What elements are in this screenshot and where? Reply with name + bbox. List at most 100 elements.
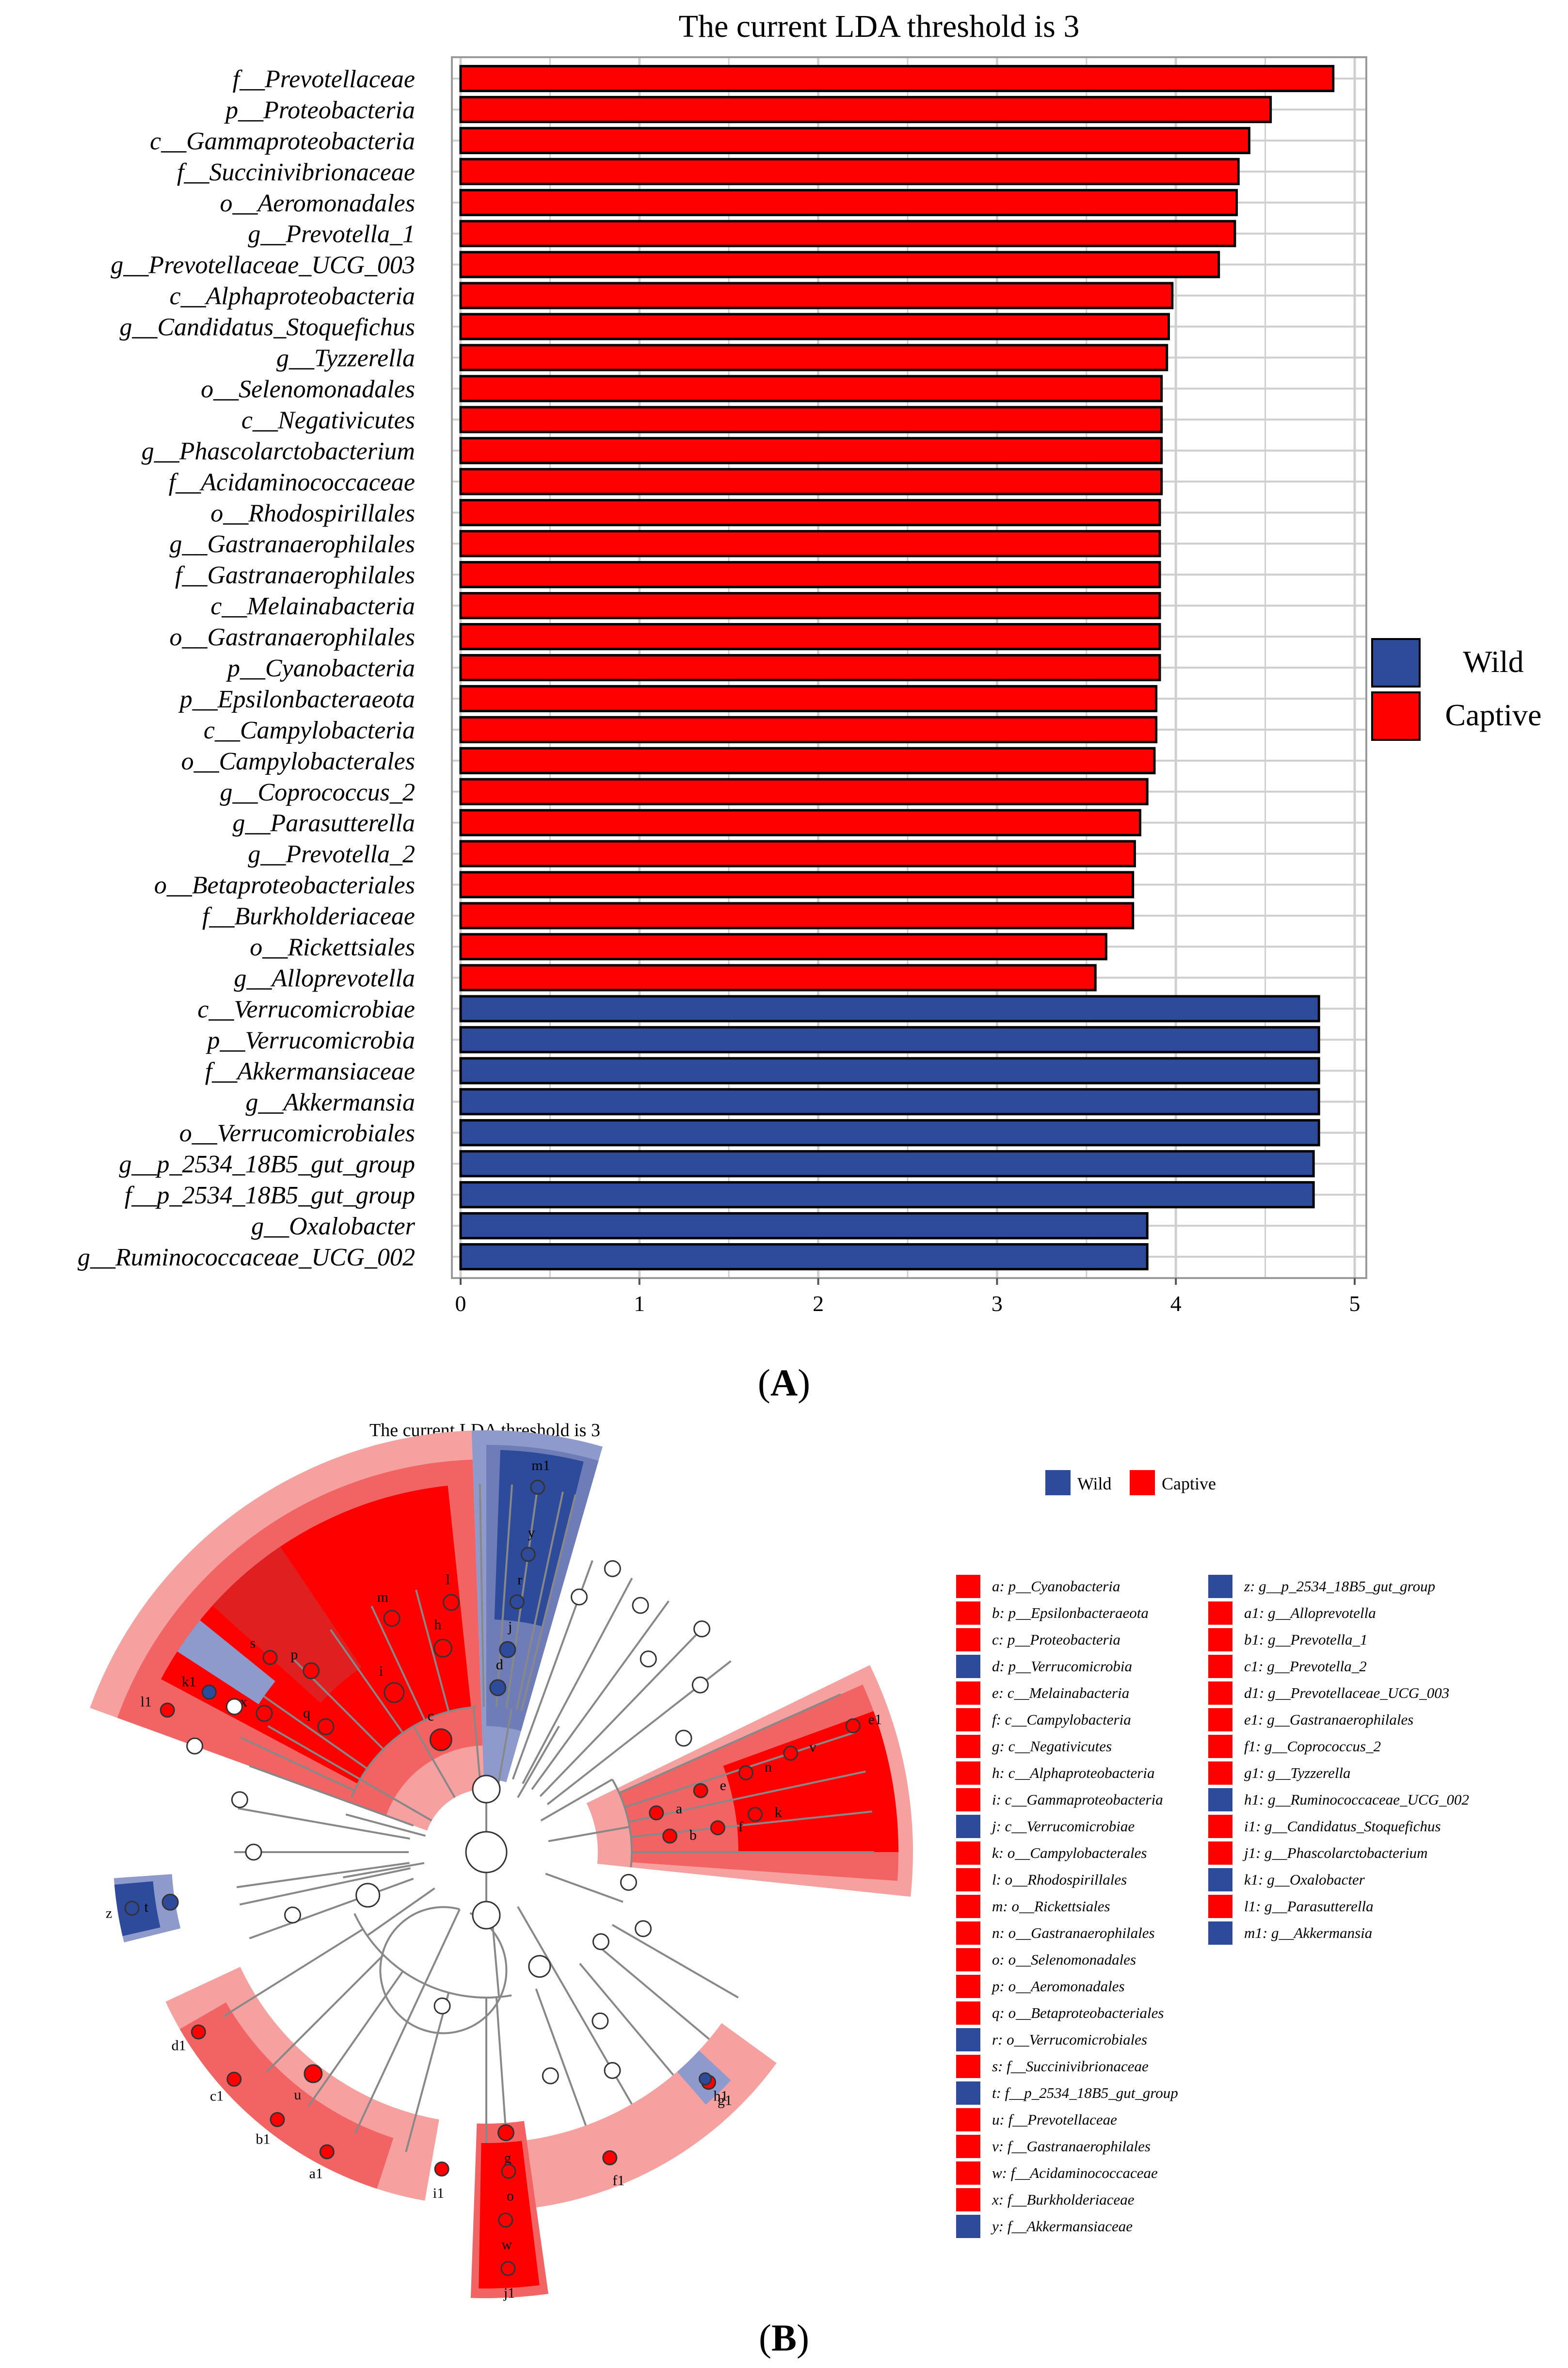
cladogram-branch xyxy=(379,1906,508,2034)
key-swatch xyxy=(956,2215,980,2238)
key-entry: p: o__Aeromonadales xyxy=(991,1978,1125,1995)
cladogram-node xyxy=(225,1698,243,1715)
legend-swatch xyxy=(1371,638,1421,688)
category-label: g__Coprococcus_2 xyxy=(220,779,415,806)
bar xyxy=(459,1243,1149,1271)
bar xyxy=(459,220,1236,247)
legend-swatch xyxy=(1371,691,1421,741)
cladogram-node xyxy=(472,1901,501,1930)
clade-gastranaerophilales xyxy=(723,1711,898,1852)
key-entry: g: c__Negativicutes xyxy=(992,1738,1112,1755)
chart-a-bars xyxy=(459,64,1335,1271)
category-label: c__Campylobacteria xyxy=(204,717,415,744)
bar xyxy=(459,282,1174,309)
category-label: p__Verrucomicrobia xyxy=(206,1026,415,1054)
cladogram-node-f xyxy=(710,1820,725,1836)
cladogram-branch xyxy=(545,1872,624,1903)
key-entry: r: o__Verrucomicrobiales xyxy=(992,2031,1147,2048)
cladogram-branch xyxy=(354,1984,426,2134)
cladogram-root xyxy=(465,1831,508,1873)
key-swatch xyxy=(956,2081,980,2105)
cladogram-node-h xyxy=(433,1638,453,1658)
category-label: g__Oxalobacter xyxy=(251,1213,416,1240)
category-label: f__Acidaminococcaceae xyxy=(169,468,415,496)
cladogram-node-label: m xyxy=(377,1589,388,1605)
cladogram-branch xyxy=(367,1887,435,1936)
key-swatch xyxy=(956,1895,980,1918)
cladogram-node-l xyxy=(443,1594,460,1611)
bar xyxy=(459,1026,1320,1054)
cladogram-branch xyxy=(307,1970,404,2107)
cladogram-branch xyxy=(239,1867,411,1906)
panel-b-label-open: ( xyxy=(759,2317,771,2359)
cladogram-node xyxy=(433,1997,451,2015)
x-tick-label: 2 xyxy=(813,1291,824,1316)
cladogram-node-label: g1 xyxy=(718,2092,732,2108)
bar xyxy=(459,623,1161,651)
key-entry: e1: g__Gastranaerophilales xyxy=(1244,1711,1413,1728)
cladogram-node-label: f1 xyxy=(612,2173,624,2189)
cladogram-node-label: a xyxy=(676,1801,682,1817)
category-label: g__Prevotella_1 xyxy=(248,221,415,248)
key-swatch xyxy=(1208,1708,1232,1731)
cladogram-node-label: k xyxy=(775,1804,782,1820)
cladogram-node-x xyxy=(256,1705,273,1722)
category-label: o__Selenomonadales xyxy=(201,375,415,403)
bar xyxy=(459,685,1158,713)
category-label: g__Gastranaerophilales xyxy=(169,530,415,558)
cladogram-node-j xyxy=(499,1641,516,1658)
cladogram-branch xyxy=(424,1908,461,1984)
cladogram-branch xyxy=(415,1589,450,1712)
x-tick-label: 0 xyxy=(455,1291,466,1316)
category-label: g__Candidatus_Stoquefichus xyxy=(119,314,415,341)
bar xyxy=(459,654,1161,682)
key-entry: t: f__p_2534_18B5_gut_group xyxy=(992,2084,1178,2101)
key-swatch xyxy=(956,1681,980,1705)
cladogram-node xyxy=(592,2012,609,2030)
chart-a-title: The current LDA threshold is 3 xyxy=(679,9,1080,44)
key-entry: j1: g__Phascolarctobacterium xyxy=(1242,1844,1428,1861)
cladogram-node xyxy=(571,1588,588,1606)
key-swatch xyxy=(1208,1761,1232,1785)
key-swatch xyxy=(1208,1681,1232,1705)
cladogram-node xyxy=(640,1650,657,1668)
key-swatch xyxy=(956,1921,980,1945)
key-entry: d1: g__Prevotellaceae_UCG_003 xyxy=(1244,1684,1449,1701)
bar xyxy=(459,375,1163,402)
bar xyxy=(459,840,1136,867)
chart-b-cladogram-circle: cihlmpsqxk1l1djrym1aenve1bfkgowj1ua1b1c1… xyxy=(90,1430,913,2301)
cladogram-node-label: h xyxy=(434,1617,441,1633)
key-entry: i: c__Gammaproteobacteria xyxy=(992,1791,1163,1808)
key-swatch xyxy=(1208,1655,1232,1678)
key-entry: g1: g__Tyzzerella xyxy=(1244,1764,1351,1781)
cladogram-branch xyxy=(343,1862,425,1879)
key-swatch xyxy=(956,1815,980,1838)
cladogram-node-label: s xyxy=(250,1635,256,1651)
category-label: g__p_2534_18B5_gut_group xyxy=(119,1151,415,1178)
cladogram-node-label: i xyxy=(379,1663,383,1679)
panel-b-label-close: ) xyxy=(797,2317,809,2359)
cladogram-branch xyxy=(266,1954,384,2072)
bar xyxy=(459,344,1168,371)
cladogram-node-p xyxy=(303,1662,320,1680)
cladogram-node-i xyxy=(384,1682,405,1703)
clade-prevotellaceae xyxy=(179,2002,394,2189)
category-label: f__p_2534_18B5_gut_group xyxy=(125,1182,415,1209)
cladogram-node-label: b1 xyxy=(256,2131,270,2147)
cladogram-node-label: z xyxy=(106,1905,112,1921)
key-entry: a: p__Cyanobacteria xyxy=(992,1578,1120,1595)
cladogram-node-v xyxy=(783,1745,799,1761)
bar xyxy=(459,561,1161,589)
cladogram-node xyxy=(542,2067,559,2084)
key-swatch xyxy=(1208,1628,1232,1651)
cladogram-node-label: b xyxy=(689,1827,697,1843)
key-swatch xyxy=(956,1761,980,1785)
cladogram-branch xyxy=(223,1928,364,2017)
key-entry: w: f__Acidaminococcaceae xyxy=(992,2164,1158,2181)
cladogram-branch xyxy=(531,1600,670,1790)
key-entry: k1: g__Oxalobacter xyxy=(1244,1871,1365,1888)
category-label: c__Alphaproteobacteria xyxy=(170,283,415,310)
category-label: o__Rickettsiales xyxy=(250,934,415,961)
legend-label: Captive xyxy=(1445,698,1541,732)
cladogram-node-b1 xyxy=(270,2112,285,2128)
